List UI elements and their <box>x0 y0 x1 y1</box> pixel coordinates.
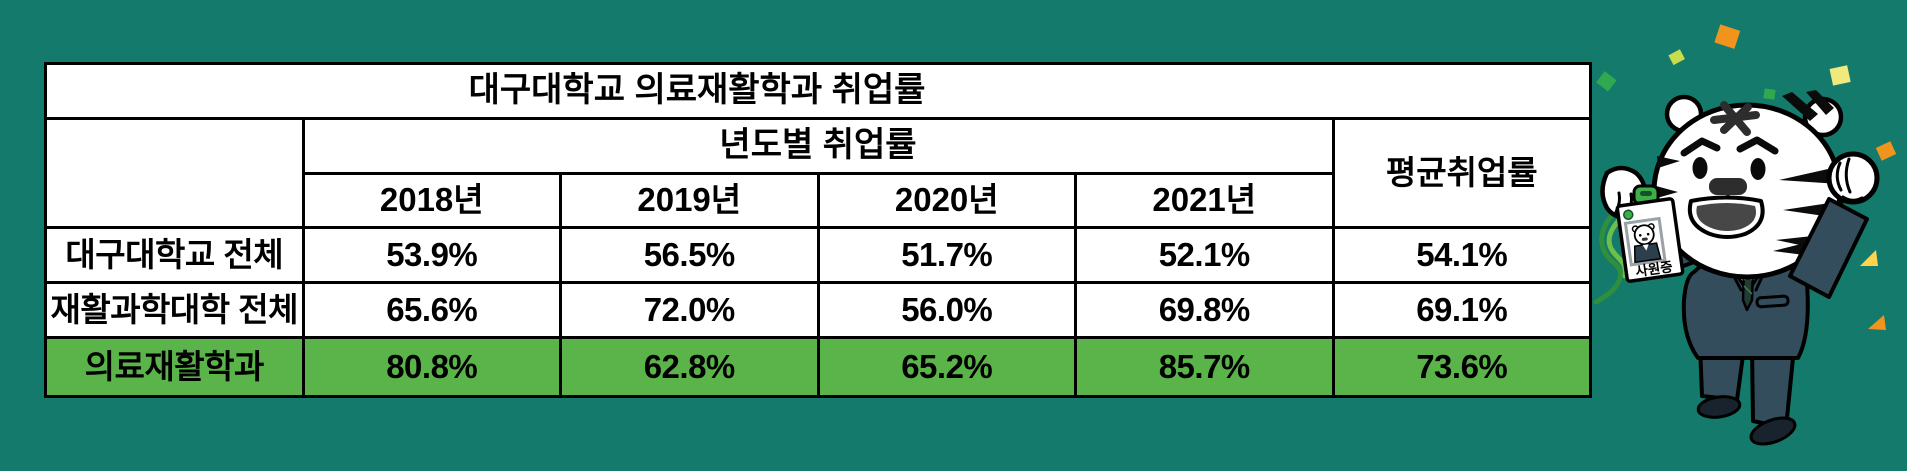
value-cell: 69.8% <box>1074 281 1335 339</box>
value-cell: 65.6% <box>301 281 562 339</box>
title-row: 대구대학교 의료재활학과 취업률 <box>44 62 1592 120</box>
average-cell: 54.1% <box>1331 226 1592 284</box>
year-header-2018: 2018년 <box>301 172 562 229</box>
tiger-cheek-stripe <box>1657 156 1680 168</box>
tiger-right-sleeve <box>1788 197 1869 299</box>
tiger-head <box>1651 90 1845 280</box>
confetti-piece <box>1668 49 1685 66</box>
table-row-college-total: 재활과학대학 전체 65.6% 72.0% 56.0% 69.8% 69.1% <box>44 281 1592 339</box>
id-badge: 사원증 <box>1600 165 1685 283</box>
average-rate-header: 평균취업률 <box>1331 117 1592 229</box>
confetti-piece <box>1860 250 1878 266</box>
value-cell: 56.5% <box>559 226 820 284</box>
value-cell: 51.7% <box>816 226 1077 284</box>
confetti-piece <box>1875 141 1897 161</box>
tiger-mouth-inner <box>1696 203 1757 231</box>
tiger-cheek-stripe <box>1779 167 1839 184</box>
average-cell: 69.1% <box>1331 281 1592 339</box>
confetti-piece <box>1596 71 1617 92</box>
value-cell: 80.8% <box>301 336 562 398</box>
row-label: 의료재활학과 <box>44 336 305 398</box>
average-cell: 73.6% <box>1331 336 1592 398</box>
tiger-shoe <box>1696 395 1742 419</box>
header-row-group: 년도별 취업률 평균취업률 <box>44 117 1592 229</box>
year-header-2021: 2021년 <box>1074 172 1335 229</box>
table-title: 대구대학교 의료재활학과 취업률 <box>44 62 1592 120</box>
corner-cell <box>44 117 305 229</box>
tiger-legs <box>1696 343 1797 446</box>
value-cell: 65.2% <box>816 336 1077 398</box>
yearly-rate-header: 년도별 취업률 <box>301 117 1335 175</box>
tiger-mascot: 사원증 <box>1593 24 1897 446</box>
badge-card: 사원증 <box>1615 197 1685 283</box>
badge-label: 사원증 <box>1635 259 1674 279</box>
row-label: 재활과학대학 전체 <box>44 281 305 339</box>
confetti-piece <box>1763 88 1776 100</box>
tiger-left-eyebrow <box>1680 137 1721 157</box>
tiger-crown-stripe <box>1782 92 1818 121</box>
value-cell: 72.0% <box>559 281 820 339</box>
tiger-right-eye <box>1750 158 1766 180</box>
tiger-pocket <box>1755 294 1790 309</box>
value-cell: 56.0% <box>816 281 1077 339</box>
tiger-forehead-mark <box>1720 103 1752 134</box>
tiger-cheek-stripe <box>1656 186 1678 198</box>
year-header-2020: 2020년 <box>816 172 1077 229</box>
badge-logo <box>1623 209 1634 221</box>
tiger-left-eye <box>1692 157 1708 179</box>
row-label: 대구대학교 전체 <box>44 226 305 284</box>
table-row-department-highlighted: 의료재활학과 80.8% 62.8% 65.2% 85.7% 73.6% <box>44 336 1592 398</box>
confetti-piece <box>1829 65 1851 86</box>
tiger-right-eyebrow <box>1736 136 1779 155</box>
tiger-shoe <box>1749 416 1797 446</box>
employment-rate-table: 대구대학교 의료재활학과 취업률 년도별 취업률 평균취업률 2018년 201… <box>44 62 1592 398</box>
value-cell: 53.9% <box>301 226 562 284</box>
confetti-piece <box>1714 24 1741 49</box>
raised-arm <box>1788 151 1880 299</box>
confetti <box>1596 24 1897 330</box>
value-cell: 85.7% <box>1074 336 1335 398</box>
value-cell: 62.8% <box>559 336 820 398</box>
value-cell: 52.1% <box>1074 226 1335 284</box>
year-header-2019: 2019년 <box>559 172 820 229</box>
table-row-university-total: 대구대학교 전체 53.9% 56.5% 51.7% 52.1% 54.1% <box>44 226 1592 284</box>
tiger-nose <box>1709 178 1747 195</box>
confetti-piece <box>1868 315 1886 330</box>
tiger-crown-stripe <box>1806 90 1834 115</box>
header-row-years: 2018년 2019년 2020년 2021년 <box>46 172 1591 229</box>
